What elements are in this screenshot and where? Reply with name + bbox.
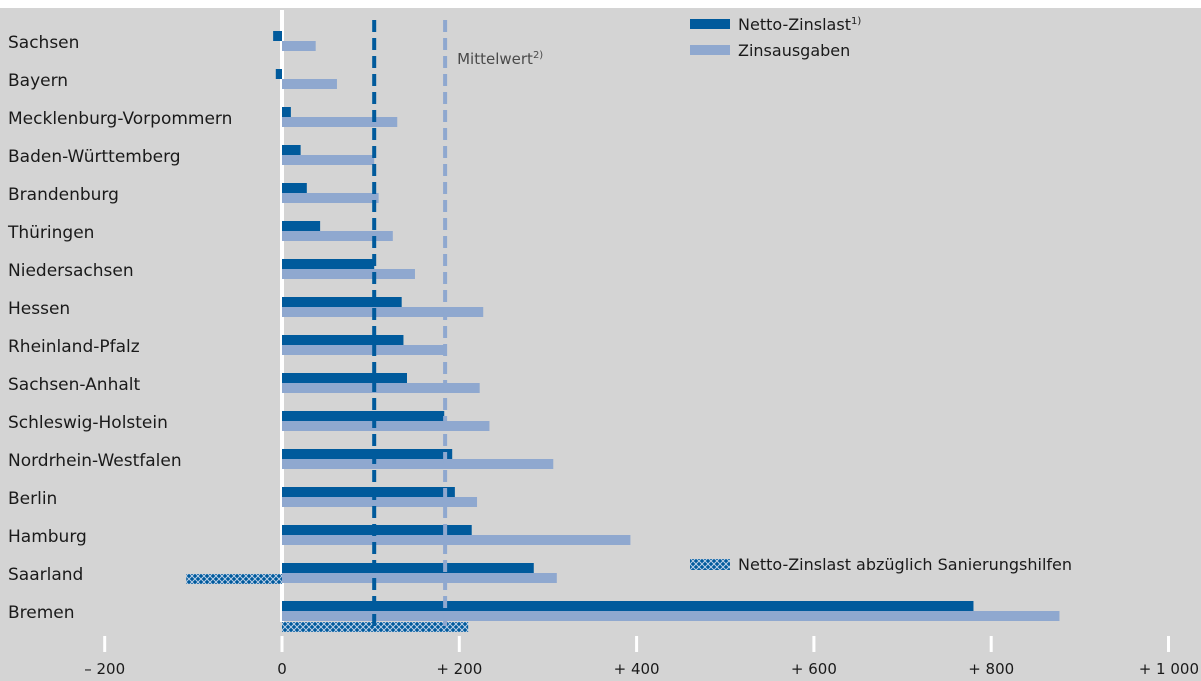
category-label: Rheinland-Pfalz: [8, 337, 140, 357]
bar-zinsausgaben: [282, 345, 445, 355]
mean-label-text: Mittelwert: [457, 50, 533, 68]
bar-netto-zinslast: [282, 335, 404, 345]
bar-zinsausgaben: [282, 269, 415, 279]
legend-label-text: Netto-Zinslast: [738, 15, 851, 34]
legend-label: Zinsausgaben: [738, 41, 850, 60]
bar-netto-zinslast: [282, 221, 321, 231]
x-tick-label: + 1 000: [1139, 660, 1199, 678]
category-label: Niedersachsen: [8, 261, 134, 281]
bar-netto-zinslast: [282, 297, 402, 307]
bar-netto-zinslast: [282, 183, 307, 193]
bar-netto-zinslast: [282, 373, 407, 383]
bar-netto-zinslast: [282, 525, 472, 535]
category-label: Mecklenburg-Vorpommern: [8, 109, 232, 129]
bar-zinsausgaben: [282, 155, 375, 165]
bar-zinsausgaben: [282, 193, 379, 203]
legend-swatch-hatch: [690, 559, 730, 570]
bar-netto-zinslast: [282, 411, 445, 421]
mean-label: Mittelwert2): [457, 50, 543, 68]
category-label: Baden-Württemberg: [8, 147, 181, 167]
legend-label-text: Zinsausgaben: [738, 41, 850, 60]
bar-netto-zinslast: [282, 449, 453, 459]
category-label: Brandenburg: [8, 185, 119, 205]
category-label: Bremen: [8, 603, 75, 623]
bar-zinsausgaben: [282, 459, 554, 469]
x-tick-label: – 200: [84, 660, 125, 678]
category-label: Nordrhein-Westfalen: [8, 451, 182, 471]
bar-netto-zinslast: [282, 259, 375, 269]
bar-sanierungshilfen: [282, 622, 469, 632]
bar-zinsausgaben: [282, 497, 478, 507]
x-tick-label: + 600: [791, 660, 837, 678]
legend-label: Netto-Zinslast abzüglich Sanierungshilfe…: [738, 555, 1072, 574]
bar-zinsausgaben: [282, 611, 1060, 621]
bar-zinsausgaben: [282, 535, 631, 545]
category-label: Thüringen: [7, 223, 94, 243]
x-tick-label: + 400: [614, 660, 660, 678]
category-label: Sachsen-Anhalt: [8, 375, 140, 395]
category-label: Sachsen: [8, 33, 79, 53]
legend-label: Netto-Zinslast1): [738, 15, 861, 34]
x-tick-label: 0: [277, 660, 287, 678]
top-white-band: [0, 0, 1201, 8]
category-label: Hamburg: [8, 527, 87, 547]
legend-swatch: [690, 45, 730, 55]
bar-netto-zinslast: [282, 487, 455, 497]
legend-superscript: 1): [851, 16, 861, 27]
category-label: Bayern: [8, 71, 68, 91]
bar-zinsausgaben: [282, 573, 557, 583]
legend-swatch: [690, 19, 730, 29]
bar-zinsausgaben: [282, 383, 480, 393]
bar-zinsausgaben: [282, 79, 337, 89]
mean-label-superscript: 2): [533, 50, 543, 61]
bar-netto-zinslast: [282, 601, 974, 611]
bar-zinsausgaben: [282, 231, 393, 241]
bar-netto-zinslast: [273, 31, 282, 41]
x-tick-label: + 200: [436, 660, 482, 678]
category-label: Hessen: [8, 299, 70, 319]
category-label: Saarland: [8, 565, 83, 585]
bar-zinsausgaben: [282, 421, 490, 431]
category-label: Schleswig-Holstein: [8, 413, 168, 433]
bar-netto-zinslast: [282, 107, 291, 117]
bar-netto-zinslast: [282, 563, 534, 573]
bar-zinsausgaben: [282, 41, 316, 51]
category-label: Berlin: [8, 489, 57, 509]
bar-netto-zinslast: [282, 145, 301, 155]
bar-zinsausgaben: [282, 307, 484, 317]
bar-sanierungshilfen: [186, 574, 282, 584]
bar-zinsausgaben: [282, 117, 398, 127]
x-tick-label: + 800: [968, 660, 1014, 678]
bar-netto-zinslast: [275, 69, 282, 79]
